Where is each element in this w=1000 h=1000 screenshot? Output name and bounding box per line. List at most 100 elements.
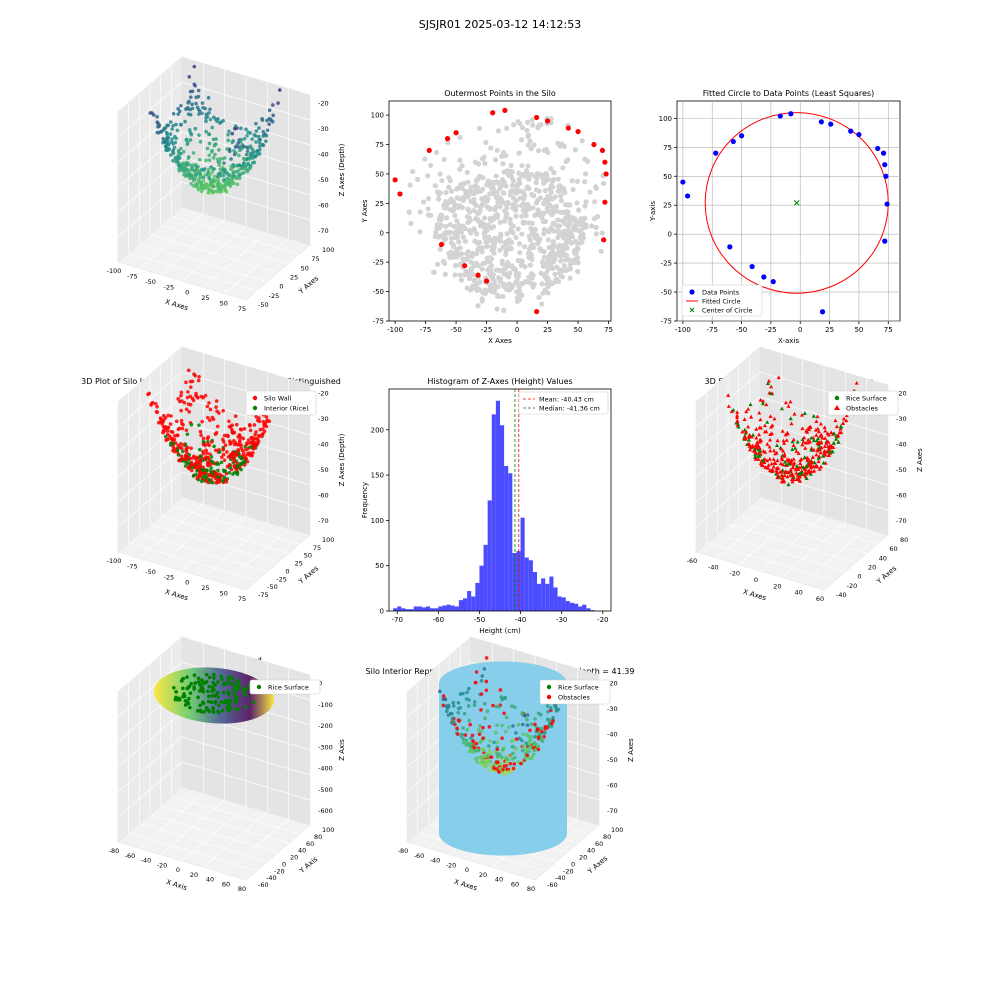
- p6-ytick-label: 80: [900, 536, 908, 544]
- p8-point: [498, 688, 503, 692]
- data-point: [828, 121, 834, 127]
- p4-point: [238, 462, 242, 466]
- rice-surface-point: [211, 705, 215, 710]
- histogram-bar: [582, 604, 587, 611]
- p5-xlabel: Height (cm): [479, 627, 521, 635]
- interior-point: [515, 181, 521, 187]
- p1-ylabel: Y Axes: [297, 274, 321, 296]
- p8-point: [512, 762, 517, 766]
- interior-point: [500, 244, 507, 250]
- p4-point: [192, 372, 196, 376]
- interior-point: [522, 278, 528, 285]
- rice-surface-point: [217, 710, 221, 715]
- p1-point: [226, 138, 231, 143]
- p4-point: [176, 453, 181, 457]
- interior-point: [574, 245, 581, 251]
- p8-point: [468, 744, 473, 749]
- p4-grid: [117, 371, 183, 428]
- p1-point: [190, 102, 194, 107]
- rice-surface-point: [200, 685, 204, 689]
- interior-point: [433, 149, 440, 156]
- interior-point: [468, 259, 474, 265]
- p6-point: [813, 464, 818, 469]
- interior-point: [470, 250, 476, 256]
- p4-point: [180, 449, 185, 454]
- p4-point: [213, 448, 218, 453]
- p1-point: [247, 157, 252, 161]
- p1-point: [168, 132, 173, 136]
- p6-point: [747, 447, 752, 452]
- interior-point: [535, 125, 541, 131]
- interior-point: [505, 281, 512, 288]
- p6-point: [827, 443, 832, 448]
- p1-xlabel: X Axes: [164, 298, 189, 313]
- silo-bottom: [439, 811, 567, 856]
- interior-point: [483, 139, 489, 146]
- p8-point: [484, 656, 489, 660]
- p6-point: [757, 410, 762, 415]
- p4-point: [179, 390, 184, 395]
- rice-surface-point: [192, 673, 197, 677]
- p8-point: [468, 722, 472, 727]
- p6-point: [772, 448, 777, 453]
- p4-point: [209, 454, 214, 459]
- p8-point: [498, 766, 503, 771]
- rice-surface-point: [221, 682, 226, 687]
- p6-point: [783, 459, 788, 464]
- outermost-point: [575, 128, 581, 135]
- interior-point: [564, 245, 570, 251]
- p4-point: [221, 452, 226, 457]
- interior-point: [548, 116, 554, 122]
- p1-ytick-label: 75: [311, 255, 319, 263]
- p8-point: [545, 704, 550, 708]
- interior-point: [468, 287, 474, 293]
- p6-point: [804, 428, 809, 433]
- p4-legend: [245, 390, 317, 416]
- p1-point: [244, 152, 249, 157]
- p6-point: [756, 432, 761, 437]
- p4-point: [185, 395, 190, 400]
- legend-label: Median: -41.36 cm: [539, 405, 600, 413]
- p4-point: [161, 413, 166, 418]
- p4-point: [261, 419, 265, 424]
- interior-point: [550, 250, 556, 256]
- p8-point: [485, 754, 490, 759]
- outermost-point: [565, 125, 571, 131]
- p8-point: [481, 736, 485, 740]
- p8-point: [533, 722, 537, 727]
- p1-point: [243, 164, 248, 168]
- p4-point: [222, 458, 227, 462]
- p4-point: [232, 464, 237, 468]
- p8-point: [513, 705, 517, 710]
- p1-point: [200, 101, 205, 105]
- p1-point: [207, 175, 211, 180]
- p4-point: [171, 444, 176, 449]
- p8-point: [450, 716, 455, 721]
- p1-point: [211, 137, 216, 142]
- p1-ztick-label: -40: [318, 151, 329, 159]
- interior-point: [497, 247, 503, 253]
- p6-point: [755, 442, 760, 446]
- p4-point: [201, 449, 205, 454]
- p1-point: [204, 129, 208, 134]
- p6-point: [809, 446, 814, 450]
- interior-point: [437, 217, 443, 223]
- interior-point: [555, 188, 561, 194]
- p4-point: [169, 436, 174, 441]
- p4-point: [182, 400, 187, 405]
- p6-point: [800, 426, 805, 431]
- p6-point: [756, 443, 761, 448]
- p8-point: [551, 715, 555, 720]
- rice-surface-point: [241, 686, 246, 691]
- p8-point: [502, 764, 507, 769]
- histogram-bar: [467, 591, 472, 611]
- interior-point: [563, 215, 569, 221]
- interior-point: [486, 234, 492, 240]
- p8-point: [520, 738, 524, 743]
- rice-surface-point: [220, 708, 225, 713]
- p1-xtick-label: 0: [185, 289, 189, 297]
- p3-ytick-label: 50: [663, 173, 672, 181]
- p4-xtick-label: 25: [201, 584, 209, 592]
- interior-point: [560, 242, 567, 249]
- interior-point: [519, 292, 525, 298]
